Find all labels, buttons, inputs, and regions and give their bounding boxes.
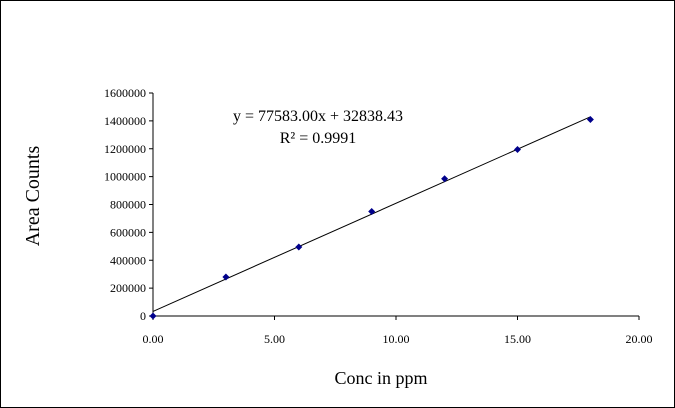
y-tick-label: 1600000 [104,86,146,100]
r-squared-label: R² = 0.9991 [280,130,357,147]
x-tick-label: 10.00 [383,332,410,346]
trendline-equation: y = 77583.00x + 32838.43 [233,108,403,125]
x-tick-label: 15.00 [504,332,531,346]
data-point [586,115,594,123]
y-tick-label: 600000 [110,225,146,239]
y-tick-label: 1000000 [104,170,146,184]
y-tick-label: 1400000 [104,114,146,128]
y-tick-label: 400000 [110,253,146,267]
data-point [295,243,303,251]
data-point [441,175,449,183]
data-point [222,273,230,281]
x-tick-label: 20.00 [626,332,653,346]
data-points [149,115,594,320]
y-axis-title: Area Counts [22,146,44,247]
data-point [368,207,376,215]
y-tick-label: 0 [140,309,146,323]
data-point [149,312,157,320]
tick-labels: 0 200000 400000 600000 800000 1000000 1200000 1… [104,86,653,346]
y-tick-label: 1200000 [104,142,146,156]
y-tick-label: 200000 [110,281,146,295]
axes [149,92,640,320]
y-tick-label: 800000 [110,198,146,212]
x-axis-title: Conc in ppm [335,368,428,388]
x-tick-label: 5.00 [264,332,285,346]
x-tick-label: 0.00 [143,332,164,346]
data-point [514,145,521,153]
